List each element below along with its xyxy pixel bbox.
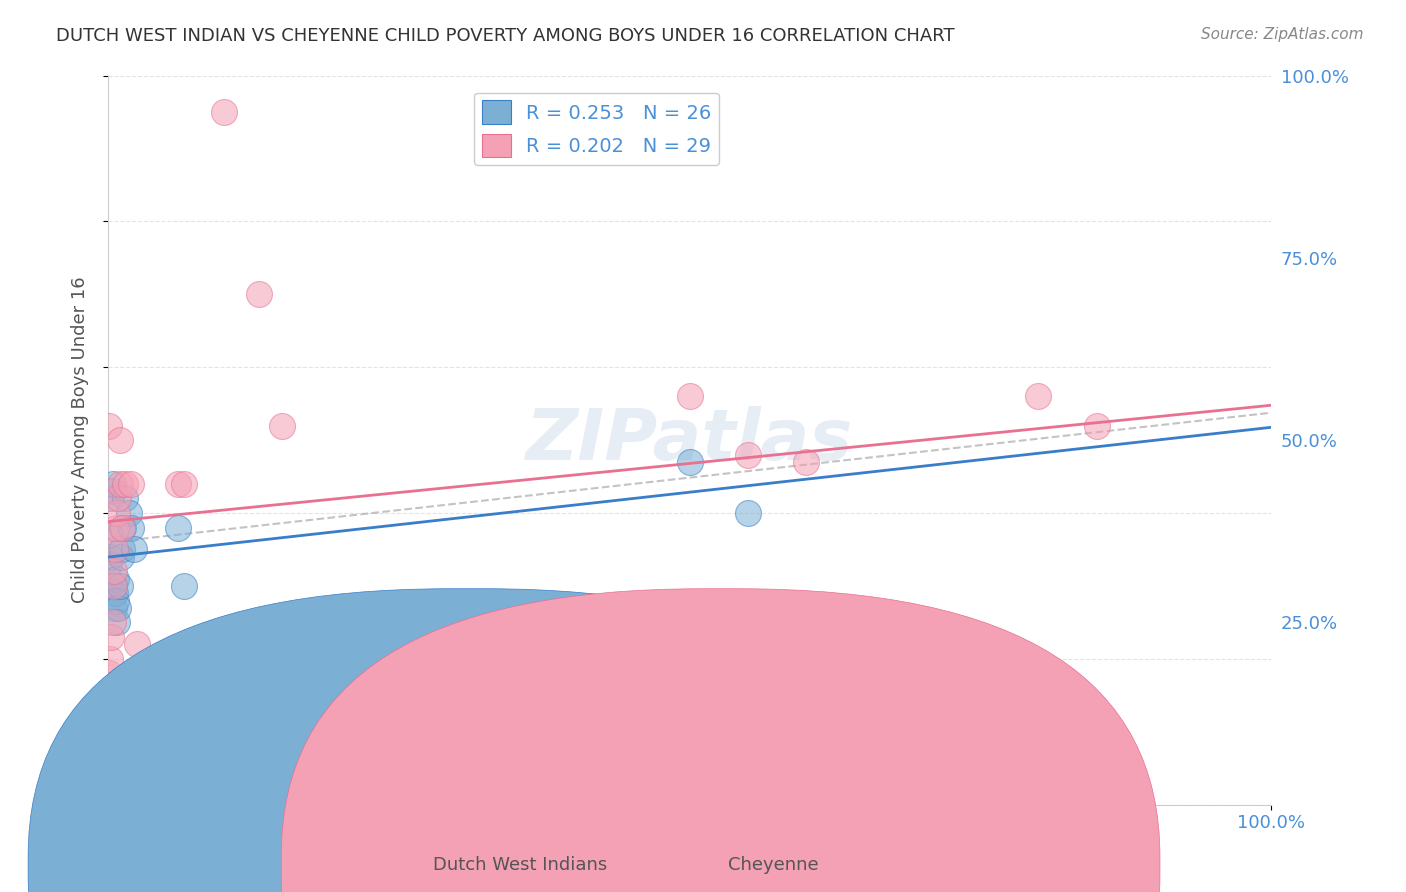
Point — [98, 557, 121, 571]
Point — [98, 666, 121, 681]
Point — [114, 491, 136, 506]
Point — [101, 484, 124, 499]
Point — [114, 476, 136, 491]
Point — [98, 528, 121, 542]
Point — [98, 549, 121, 564]
Point — [247, 287, 270, 301]
Point — [911, 623, 934, 637]
Point — [108, 433, 131, 447]
Text: Cheyenne: Cheyenne — [728, 856, 818, 874]
Point — [1028, 389, 1050, 403]
Text: ZIPatlas: ZIPatlas — [526, 406, 853, 475]
Point — [166, 520, 188, 534]
Point — [98, 652, 121, 666]
Point — [103, 600, 125, 615]
Text: Source: ZipAtlas.com: Source: ZipAtlas.com — [1201, 27, 1364, 42]
Point — [122, 542, 145, 557]
Legend: R = 0.253   N = 26, R = 0.202   N = 29: R = 0.253 N = 26, R = 0.202 N = 29 — [474, 93, 720, 165]
Point — [108, 579, 131, 593]
Point — [737, 448, 759, 462]
Point — [100, 630, 122, 644]
Point — [104, 542, 127, 557]
Point — [173, 476, 195, 491]
Point — [120, 520, 142, 534]
Point — [103, 565, 125, 579]
Point — [98, 688, 121, 702]
Point — [173, 579, 195, 593]
Point — [678, 389, 700, 403]
Point — [103, 579, 125, 593]
Point — [120, 476, 142, 491]
Point — [105, 615, 128, 630]
Point — [100, 491, 122, 506]
Point — [107, 600, 129, 615]
Y-axis label: Child Poverty Among Boys Under 16: Child Poverty Among Boys Under 16 — [72, 277, 89, 603]
Point — [103, 579, 125, 593]
Point — [104, 586, 127, 600]
Point — [678, 455, 700, 469]
Point — [110, 549, 132, 564]
Point — [214, 105, 236, 120]
Point — [105, 572, 128, 586]
Point — [271, 418, 294, 433]
Point — [101, 615, 124, 630]
Point — [118, 506, 141, 520]
Point — [98, 579, 121, 593]
Point — [112, 520, 135, 534]
Point — [101, 476, 124, 491]
Point — [107, 491, 129, 506]
Point — [105, 593, 128, 607]
Point — [98, 418, 121, 433]
Point — [111, 520, 134, 534]
Point — [105, 520, 128, 534]
Text: Dutch West Indians: Dutch West Indians — [433, 856, 607, 874]
Point — [111, 542, 134, 557]
Point — [737, 506, 759, 520]
Point — [166, 476, 188, 491]
Text: DUTCH WEST INDIAN VS CHEYENNE CHILD POVERTY AMONG BOYS UNDER 16 CORRELATION CHAR: DUTCH WEST INDIAN VS CHEYENNE CHILD POVE… — [56, 27, 955, 45]
Point — [794, 455, 817, 469]
Point — [1085, 418, 1108, 433]
Point — [125, 637, 148, 651]
Point — [108, 476, 131, 491]
Point — [105, 506, 128, 520]
